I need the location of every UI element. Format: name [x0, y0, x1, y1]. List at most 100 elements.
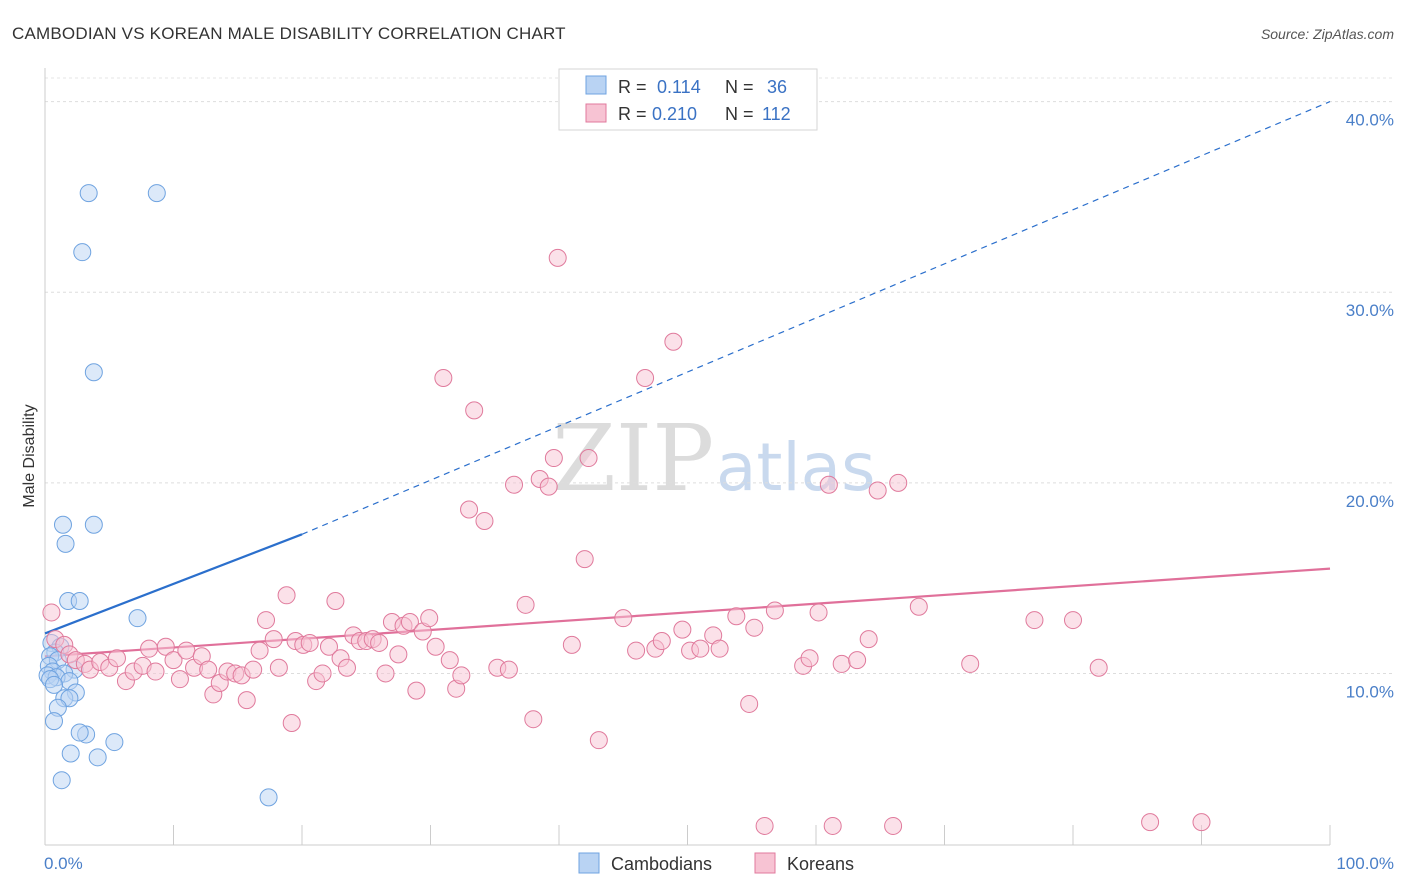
point-koreans-96: [809, 603, 828, 622]
gridlines: [45, 77, 1392, 674]
point-koreans-57: [426, 637, 445, 656]
point-koreans-15: [156, 637, 175, 656]
series-legend-swatch-koreans: [754, 852, 776, 874]
legend-r-value-koreans: 0.210: [652, 104, 697, 124]
point-cambodians-23: [44, 675, 63, 694]
point-koreans-78: [614, 609, 633, 628]
point-cambodians-31: [105, 733, 124, 752]
point-koreans-58: [434, 368, 453, 387]
point-cambodians-33: [88, 748, 107, 767]
point-cambodians-32: [61, 744, 80, 763]
y-tick-label-2: 30.0%: [1346, 301, 1394, 320]
trend-lines: [44, 101, 1331, 658]
point-koreans-99: [832, 654, 851, 673]
y-tick-label-1: 20.0%: [1346, 492, 1394, 511]
point-koreans-79: [627, 641, 646, 660]
data-points: [38, 184, 1211, 835]
point-koreans-13: [140, 639, 159, 658]
point-koreans-86: [691, 639, 710, 658]
legend-r-label-cambodians: R =: [618, 77, 647, 97]
point-koreans-108: [1064, 611, 1082, 630]
point-koreans-83: [664, 332, 683, 351]
point-koreans-80: [636, 368, 655, 387]
point-cambodians-4: [53, 515, 72, 534]
y-tick-label-0: 10.0%: [1346, 682, 1394, 701]
point-koreans-27: [237, 691, 256, 710]
point-koreans-0: [42, 603, 61, 622]
point-koreans-101: [859, 630, 878, 649]
point-koreans-61: [452, 666, 471, 685]
point-koreans-53: [400, 612, 419, 631]
point-koreans-43: [337, 658, 356, 677]
point-koreans-17: [170, 670, 189, 689]
point-koreans-95: [800, 649, 819, 668]
point-koreans-76: [579, 449, 598, 468]
point-koreans-103: [884, 816, 903, 835]
point-cambodians-30: [70, 723, 89, 742]
x-tick-label-min: 0.0%: [44, 854, 83, 873]
point-koreans-51: [389, 645, 408, 664]
series-legend-label-cambodians: Cambodians: [611, 854, 712, 874]
point-koreans-98: [823, 816, 842, 835]
point-cambodians-5: [84, 515, 103, 534]
point-koreans-56: [420, 609, 439, 628]
point-koreans-74: [562, 635, 581, 654]
legend-n-value-koreans: 112: [762, 104, 791, 124]
point-koreans-109: [1089, 658, 1108, 677]
y-tick-labels: 10.0% 20.0% 30.0% 40.0%: [1346, 111, 1394, 702]
point-koreans-104: [889, 473, 908, 492]
point-koreans-69: [524, 710, 543, 729]
point-koreans-48: [370, 633, 389, 652]
point-koreans-68: [516, 595, 535, 614]
point-cambodians-8: [70, 592, 89, 611]
legend-r-label-koreans: R =: [618, 104, 647, 124]
legend-swatch-cambodians: [585, 75, 607, 95]
point-koreans-18: [177, 641, 196, 660]
trend-line-cambodians: [44, 533, 303, 635]
legend-r-value-cambodians: 0.114: [657, 77, 701, 97]
point-cambodians-9: [128, 609, 147, 628]
point-cambodians-34: [52, 771, 71, 790]
stats-legend: R = 0.114 N = 36 R = 0.210 N = 112: [558, 68, 818, 131]
legend-n-label-cambodians: N =: [725, 77, 754, 97]
x-tick-label-max: 100.0%: [1336, 854, 1394, 873]
point-cambodians-1: [147, 184, 166, 203]
watermark-zip: ZIP: [552, 405, 714, 512]
point-koreans-84: [673, 620, 692, 639]
point-koreans-91: [745, 618, 764, 637]
watermark-atlas: atlas: [716, 429, 876, 506]
point-koreans-90: [740, 694, 759, 713]
point-koreans-102: [868, 481, 887, 500]
point-koreans-110: [1141, 813, 1160, 832]
point-koreans-111: [1192, 813, 1211, 832]
point-koreans-40: [319, 637, 338, 656]
point-koreans-33: [277, 586, 296, 605]
point-koreans-75: [575, 550, 594, 569]
point-koreans-72: [544, 449, 563, 468]
point-koreans-32: [269, 658, 288, 677]
point-koreans-49: [376, 664, 395, 683]
point-koreans-77: [589, 731, 608, 750]
point-koreans-41: [326, 592, 345, 611]
point-koreans-30: [257, 611, 276, 630]
axes: [44, 68, 1331, 846]
point-cambodians-0: [79, 184, 98, 203]
point-koreans-37: [300, 633, 319, 652]
point-koreans-89: [727, 607, 746, 626]
point-koreans-21: [199, 660, 218, 679]
point-koreans-29: [250, 641, 269, 660]
point-koreans-82: [652, 632, 671, 651]
point-koreans-93: [765, 601, 784, 620]
y-tick-label-3: 40.0%: [1346, 111, 1394, 130]
point-koreans-28: [244, 660, 263, 679]
point-koreans-34: [282, 714, 301, 733]
watermark: ZIP atlas: [552, 405, 876, 512]
point-cambodians-6: [56, 534, 75, 553]
chart-source: Source: ZipAtlas.com: [1261, 26, 1394, 42]
point-koreans-63: [465, 401, 484, 420]
point-cambodians-3: [84, 363, 103, 382]
point-koreans-88: [710, 639, 729, 658]
point-cambodians-2: [73, 243, 92, 262]
point-cambodians-28: [44, 712, 63, 731]
point-koreans-54: [407, 681, 426, 700]
